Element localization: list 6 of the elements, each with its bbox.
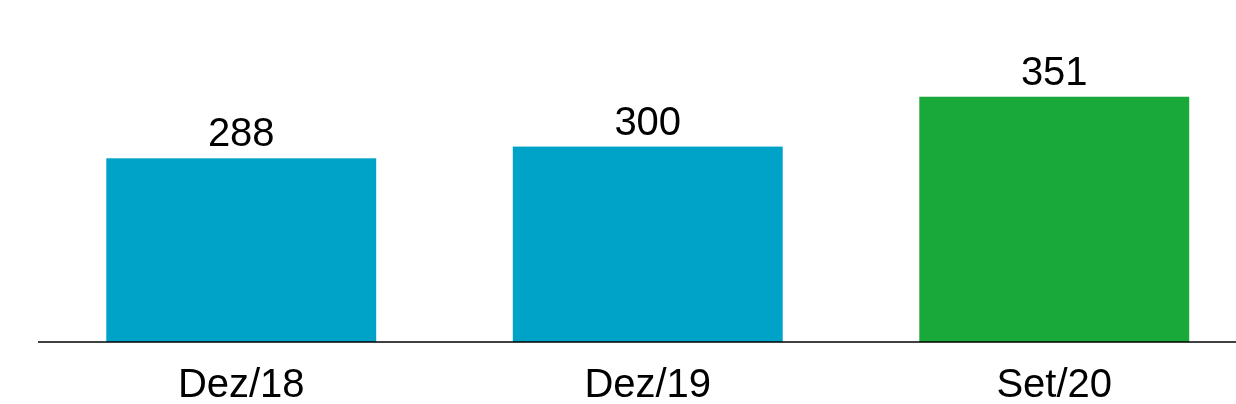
x-tick-label: Dez/18 — [177, 361, 305, 404]
x-tick-label: Dez/19 — [584, 361, 712, 404]
x-tick-label: Set/20 — [996, 361, 1113, 404]
data-label: 300 — [614, 98, 682, 143]
data-label: 351 — [1020, 48, 1088, 93]
data-label: 288 — [207, 110, 275, 155]
